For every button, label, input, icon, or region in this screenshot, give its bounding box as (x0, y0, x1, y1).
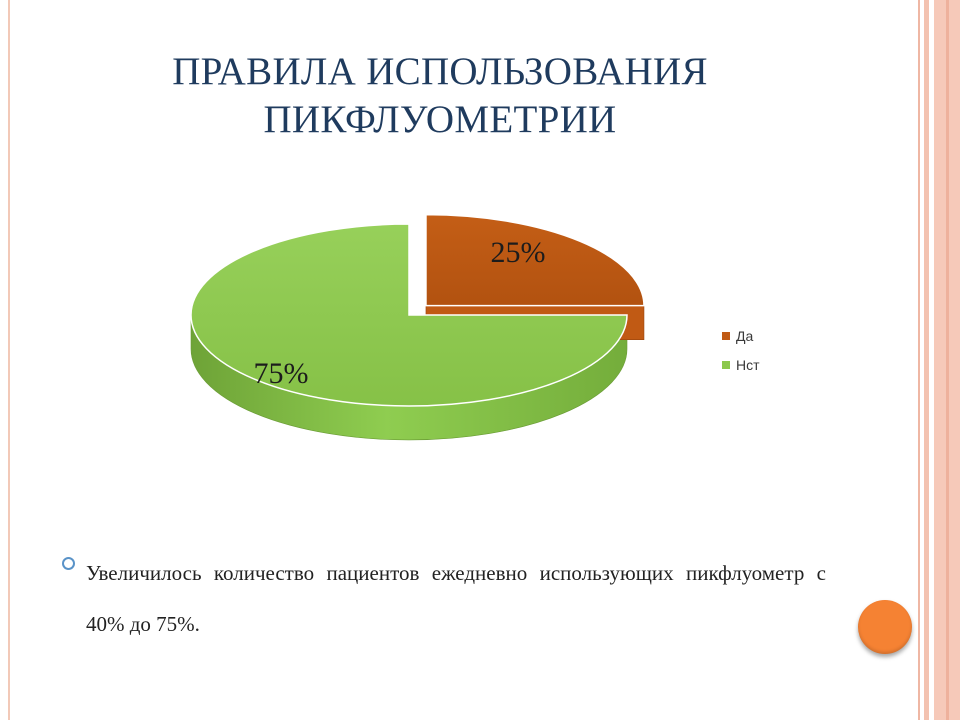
slide-title-line-1: ПРАВИЛА ИСПОЛЬЗОВАНИЯ (172, 50, 708, 93)
right-decor-stripe (946, 0, 949, 720)
bullet-ring-icon (62, 557, 75, 570)
left-border-line (8, 0, 10, 720)
legend-swatch (722, 361, 730, 369)
pie-slice (190, 223, 628, 407)
pie-data-label: 75% (254, 357, 309, 390)
slide-title: ПРАВИЛА ИСПОЛЬЗОВАНИЯ ПИКФЛУОМЕТРИИ (0, 48, 880, 144)
right-decor-stripe (918, 0, 920, 720)
legend-item: Да (722, 326, 760, 346)
legend-label: Нст (736, 357, 760, 373)
legend-swatch (722, 332, 730, 340)
orange-circle-decoration (858, 600, 912, 654)
pie-slice (425, 213, 645, 307)
right-decor-stripe (924, 0, 929, 720)
pie-data-label: 25% (491, 236, 546, 269)
slide-title-line-2: ПИКФЛУОМЕТРИИ (263, 98, 617, 141)
bullet-text: Увеличилось количество пациентов ежеднев… (86, 561, 826, 636)
legend-label: Да (736, 328, 754, 344)
legend-item: Нст (722, 355, 760, 375)
chart-legend: Да Нст (722, 326, 760, 384)
